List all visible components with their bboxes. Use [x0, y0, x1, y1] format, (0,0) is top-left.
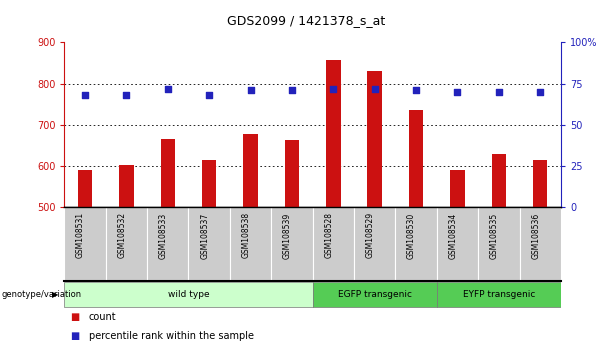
Bar	[64, 282, 313, 307]
Bar	[520, 207, 561, 281]
Point	[204, 92, 214, 98]
Bar	[409, 110, 424, 207]
Point	[163, 86, 173, 91]
Text: GSM108536: GSM108536	[531, 212, 540, 258]
Text: GSM108535: GSM108535	[490, 212, 499, 258]
Bar	[313, 207, 354, 281]
Point	[494, 89, 504, 95]
Text: GSM108539: GSM108539	[283, 212, 292, 258]
Bar	[284, 140, 299, 207]
Bar	[533, 160, 547, 207]
Point	[411, 87, 421, 93]
Text: GSM108538: GSM108538	[242, 212, 251, 258]
Bar	[436, 207, 478, 281]
Text: genotype/variation: genotype/variation	[1, 290, 82, 299]
Bar	[202, 160, 216, 207]
Point	[287, 87, 297, 93]
Point	[80, 92, 90, 98]
Bar	[161, 139, 175, 207]
Bar	[147, 207, 189, 281]
Bar	[326, 60, 341, 207]
Point	[535, 89, 545, 95]
Text: EYFP transgenic: EYFP transgenic	[463, 290, 535, 299]
Bar	[492, 154, 506, 207]
Text: GSM108532: GSM108532	[118, 212, 126, 258]
Bar	[119, 165, 134, 207]
Point	[121, 92, 131, 98]
Bar	[243, 134, 258, 207]
Text: ▶: ▶	[51, 290, 58, 299]
Bar	[189, 207, 230, 281]
Bar	[230, 207, 271, 281]
Bar	[436, 282, 561, 307]
Bar	[271, 207, 313, 281]
Point	[246, 87, 256, 93]
Text: EGFP transgenic: EGFP transgenic	[338, 290, 412, 299]
Bar	[367, 71, 382, 207]
Bar	[395, 207, 436, 281]
Text: ■: ■	[70, 331, 80, 341]
Bar	[64, 207, 105, 281]
Text: wild type: wild type	[168, 290, 209, 299]
Text: GSM108533: GSM108533	[159, 212, 168, 258]
Point	[370, 86, 379, 91]
Bar	[450, 170, 465, 207]
Bar	[105, 207, 147, 281]
Text: GSM108534: GSM108534	[449, 212, 457, 258]
Bar	[78, 170, 93, 207]
Point	[329, 86, 338, 91]
Text: count: count	[89, 312, 116, 321]
Text: GSM108531: GSM108531	[76, 212, 85, 258]
Text: GSM108530: GSM108530	[407, 212, 416, 258]
Text: ■: ■	[70, 312, 80, 321]
Text: percentile rank within the sample: percentile rank within the sample	[89, 331, 254, 341]
Text: GSM108528: GSM108528	[324, 212, 333, 258]
Bar	[354, 207, 395, 281]
Text: GSM108537: GSM108537	[200, 212, 209, 258]
Text: GSM108529: GSM108529	[366, 212, 375, 258]
Point	[452, 89, 462, 95]
Bar	[313, 282, 436, 307]
Text: GDS2099 / 1421378_s_at: GDS2099 / 1421378_s_at	[227, 14, 386, 27]
Bar	[478, 207, 519, 281]
